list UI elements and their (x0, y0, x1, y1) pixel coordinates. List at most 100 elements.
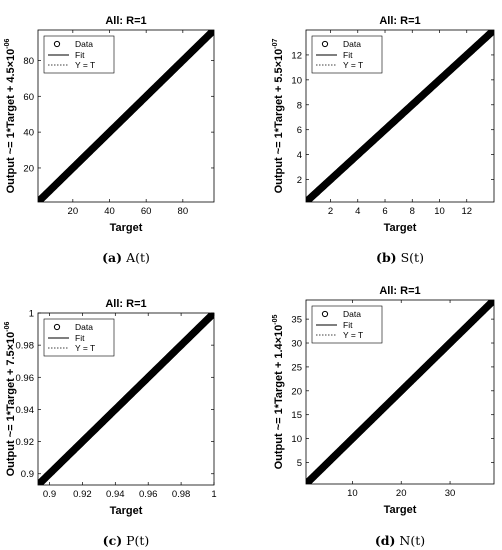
y-axis-label-main: Output ~= 1*Target + 7.5×10 (5, 332, 17, 477)
caption-text: S(t) (401, 250, 424, 265)
y-tick-label: 2 (297, 175, 302, 186)
x-tick-label: 0.9 (43, 489, 56, 500)
y-tick-label: 0.94 (16, 405, 35, 416)
x-tick-label: 0.92 (73, 489, 92, 500)
x-tick-label: 30 (445, 488, 456, 499)
y-tick-label: 6 (297, 125, 302, 136)
figure-caption: (a) A(t) (102, 250, 150, 265)
y-axis-label-main: Output ~= 1*Target + 1.4×10 (273, 325, 285, 470)
x-tick-label: 2 (328, 206, 333, 217)
chart-panel-2: All: R=1 2 4 6 8 10 12 2 4 6 8 10 12 Target Output ~= … (272, 15, 495, 265)
x-tick-label: 8 (410, 206, 415, 217)
legend-fit-label: Fit (75, 50, 85, 60)
x-tick-label: 80 (178, 206, 189, 217)
legend-data-marker (321, 310, 329, 318)
figure-caption: (d) N(t) (375, 533, 425, 548)
x-axis-label: Target (384, 222, 417, 234)
chart-panel-4: All: R=1 10 20 30 5 10 15 20 25 30 35 Target Output … (272, 285, 495, 548)
y-tick-label: 15 (291, 410, 302, 421)
x-tick-label: 0.98 (172, 489, 191, 500)
data-point (209, 313, 214, 318)
legend-yt-label: Y = T (75, 343, 95, 353)
caption-label: (d) (375, 533, 396, 548)
x-axis-label: Target (110, 222, 143, 234)
x-tick-label: 20 (68, 206, 79, 217)
y-tick-label: 25 (291, 362, 302, 373)
legend-data-marker (53, 40, 61, 48)
x-tick-label: 1 (211, 489, 216, 500)
y-tick-label: 20 (23, 163, 34, 174)
x-axis-label: Target (110, 505, 143, 517)
data-layer (306, 300, 494, 484)
x-tick-label: 0.96 (139, 489, 158, 500)
y-axis-label-main: Output ~= 1*Target + 5.5×10 (273, 49, 285, 194)
x-tick-label: 12 (461, 206, 472, 217)
y-tick-label: 60 (23, 92, 34, 103)
x-axis-label: Target (384, 504, 417, 516)
y-tick-label: 30 (291, 339, 302, 350)
caption-label: (b) (376, 250, 397, 265)
x-tick-label: 4 (355, 206, 360, 217)
y-axis-label-exponent: -06 (4, 38, 11, 48)
chart-panel-3: All: R=1 0.9 0.92 0.94 0.96 0.98 1 0.9 0.92 0.94 0… (4, 298, 217, 548)
data-point (208, 30, 214, 36)
y-tick-label: 5 (297, 458, 302, 469)
y-axis-label: Output ~= 1*Target + 5.5×10-07 (272, 38, 285, 193)
y-axis-label: Output ~= 1*Target + 1.4×10-05 (272, 314, 285, 469)
legend-fit-label: Fit (343, 50, 353, 60)
y-axis-label-main: Output ~= 1*Target + 4.5×10 (5, 49, 17, 194)
y-tick-label: 0.9 (21, 469, 34, 480)
y-tick-label: 10 (291, 75, 302, 86)
legend-fit-label: Fit (343, 320, 353, 330)
y-tick-label: 4 (297, 150, 302, 161)
legend-yt-label: Y = T (75, 60, 95, 70)
x-tick-label: 60 (141, 206, 152, 217)
legend-yt-label: Y = T (343, 330, 363, 340)
y-axis-label-exponent: -05 (272, 314, 279, 324)
y-tick-label: 10 (291, 434, 302, 445)
y-axis-label-exponent: -07 (272, 38, 279, 48)
x-tick-label: 0.94 (106, 489, 125, 500)
chart-panel-1: All: R=1 20 40 60 80 20 40 60 80 Target Output ~= … (4, 15, 215, 265)
legend-data-label: Data (343, 309, 361, 319)
chart-title: All: R=1 (105, 298, 146, 310)
caption-label: (a) (102, 250, 122, 265)
x-tick-label: 10 (434, 206, 445, 217)
caption-label: (c) (103, 533, 122, 548)
legend-fit-label: Fit (75, 333, 85, 343)
x-tick-label: 10 (347, 488, 358, 499)
y-tick-label: 12 (291, 50, 302, 61)
y-axis-label: Output ~= 1*Target + 7.5×10-06 (4, 321, 17, 476)
y-tick-label: 40 (23, 128, 34, 139)
legend-data-label: Data (343, 39, 361, 49)
chart-title: All: R=1 (379, 285, 420, 297)
legend-data-marker (321, 40, 329, 48)
x-tick-label: 20 (396, 488, 407, 499)
data-layer (38, 313, 214, 485)
caption-text: P(t) (126, 533, 149, 548)
y-axis-label: Output ~= 1*Target + 4.5×10-06 (4, 38, 17, 193)
figure-caption: (c) P(t) (103, 533, 150, 548)
x-tick-label: 6 (382, 206, 387, 217)
legend-data-label: Data (75, 322, 93, 332)
y-tick-label: 20 (291, 386, 302, 397)
data-point (487, 300, 494, 307)
x-tick-label: 40 (104, 206, 115, 217)
y-tick-label: 80 (23, 56, 34, 67)
data-point (487, 30, 494, 37)
y-tick-label: 1 (29, 309, 34, 320)
legend-yt-label: Y = T (343, 60, 363, 70)
chart-title: All: R=1 (105, 15, 146, 27)
figure-caption: (b) S(t) (376, 250, 424, 265)
y-tick-label: 35 (291, 315, 302, 326)
y-tick-label: 0.96 (16, 373, 35, 384)
data-layer (306, 30, 494, 202)
caption-text: A(t) (125, 250, 150, 265)
data-layer (38, 30, 214, 202)
legend-data-marker (53, 323, 61, 331)
caption-text: N(t) (399, 533, 425, 548)
